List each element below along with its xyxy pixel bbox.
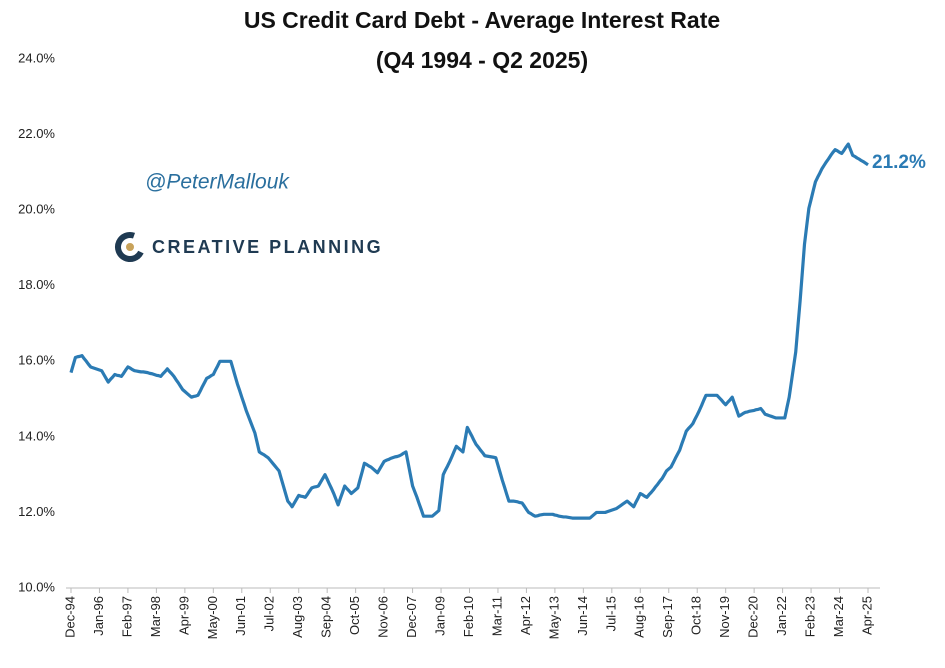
y-tick-label: 22.0% (18, 126, 55, 141)
x-tick-label: Feb-97 (119, 596, 134, 637)
series-line (69, 142, 869, 520)
x-tick-label: Nov-19 (717, 596, 732, 638)
end-label: 21.2% (872, 152, 926, 173)
logo-dot (126, 243, 134, 251)
y-tick-label: 14.0% (18, 428, 55, 443)
x-tick-label: Jan-96 (91, 596, 106, 636)
x-tick-label: Jan-22 (774, 596, 789, 636)
chart-title: US Credit Card Debt - Average Interest R… (244, 7, 720, 33)
chart-subtitle: (Q4 1994 - Q2 2025) (376, 47, 588, 73)
x-tick-label: Sep-17 (660, 596, 675, 638)
y-tick-label: 24.0% (18, 50, 55, 65)
x-tick-label: Mar-98 (148, 596, 163, 637)
x-tick-label: May-00 (205, 596, 220, 639)
x-tick-label: Jul-02 (262, 596, 277, 631)
y-tick-label: 18.0% (18, 277, 55, 292)
x-tick-label: Dec-94 (62, 596, 77, 638)
x-tick-label: Dec-20 (746, 596, 761, 638)
x-tick-label: Jan-09 (432, 596, 447, 636)
x-tick-label: Jun-01 (233, 596, 248, 636)
x-tick-label: Apr-99 (176, 596, 191, 635)
x-tick-label: Mar-24 (831, 596, 846, 637)
x-tick-label: Mar-11 (489, 596, 504, 636)
brand-name: CREATIVE PLANNING (152, 237, 383, 257)
x-tick-label: Oct-05 (347, 596, 362, 635)
x-tick-label: Oct-18 (689, 596, 704, 635)
y-tick-label: 20.0% (18, 202, 55, 217)
x-tick-label: Aug-03 (290, 596, 305, 638)
y-tick-label: 10.0% (18, 579, 55, 594)
x-tick-label: Apr-25 (859, 596, 874, 635)
x-tick-label: Jul-15 (603, 596, 618, 631)
watermark: @PeterMallouk (145, 171, 290, 194)
x-tick-label: Jun-14 (575, 596, 590, 636)
x-tick-label: Sep-04 (319, 596, 334, 638)
y-tick-label: 16.0% (18, 353, 55, 368)
brand-logo (115, 232, 145, 262)
x-tick-label: Nov-06 (376, 596, 391, 638)
x-tick-label: Aug-16 (632, 596, 647, 638)
x-tick-label: Dec-07 (404, 596, 419, 638)
x-tick-label: Feb-10 (461, 596, 476, 637)
x-tick-label: Feb-23 (803, 596, 818, 637)
x-tick-label: May-13 (546, 596, 561, 639)
y-tick-label: 12.0% (18, 504, 55, 519)
logo-ring (115, 232, 145, 262)
x-tick-label: Apr-12 (518, 596, 533, 635)
